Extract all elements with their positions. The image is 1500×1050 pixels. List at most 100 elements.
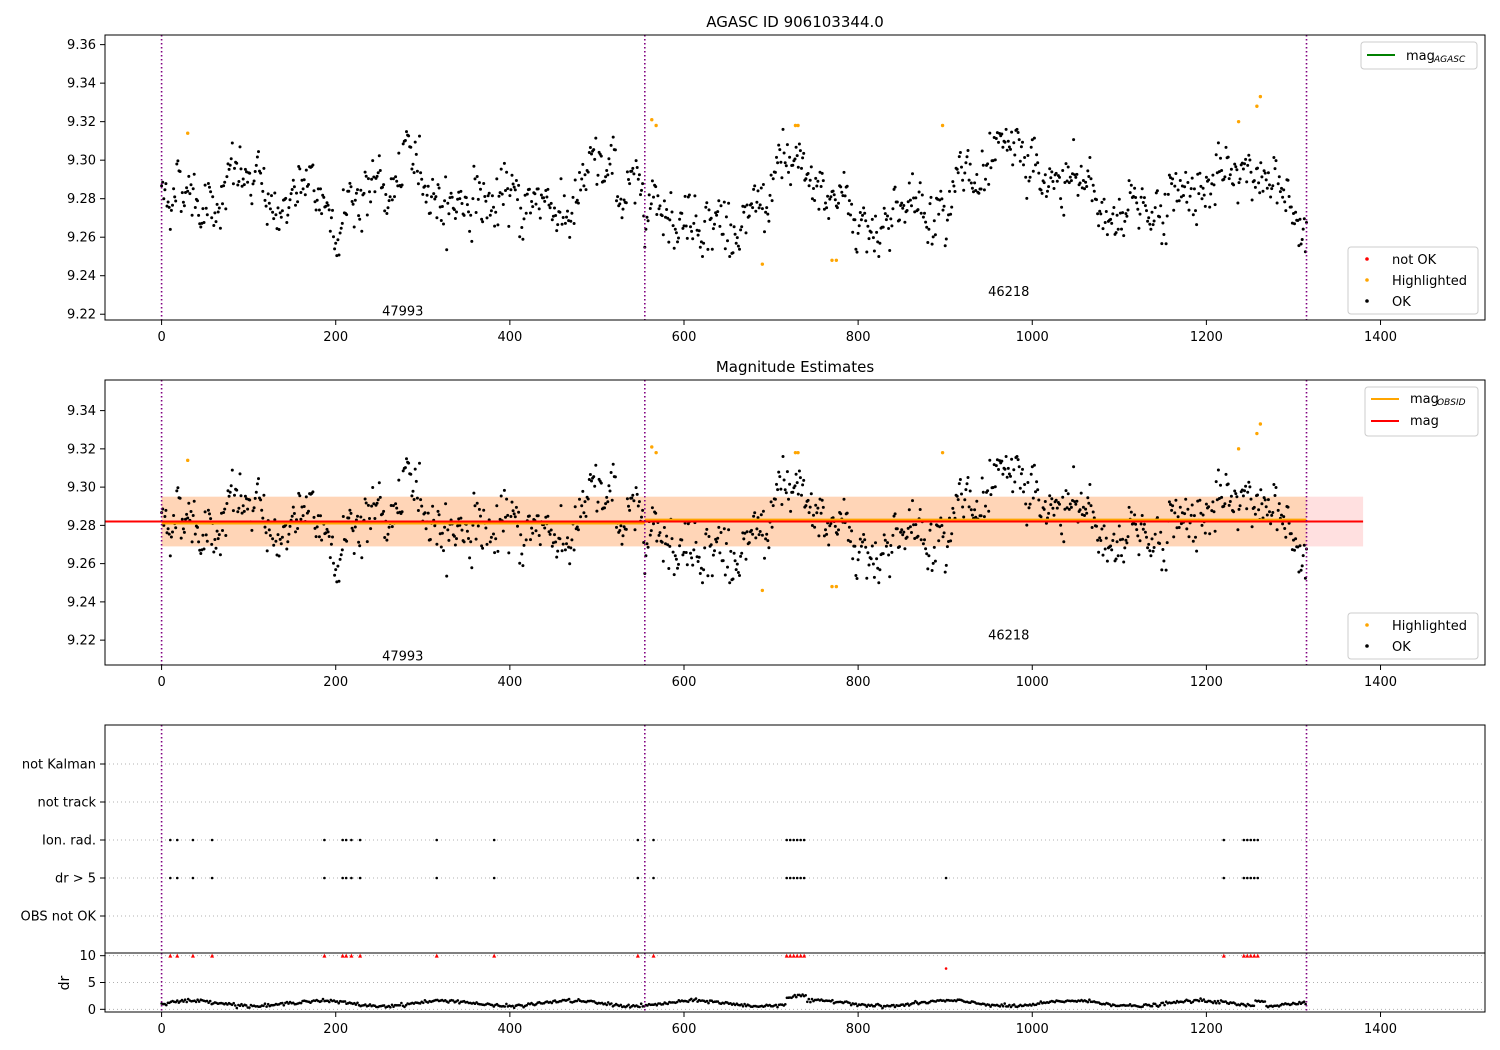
ok-point (931, 235, 935, 239)
highlighted-point (186, 131, 190, 135)
dr-point (512, 1006, 516, 1010)
ok-point (394, 502, 398, 506)
ok-point (440, 205, 444, 208)
ok-point (1060, 532, 1064, 536)
ok-point (815, 184, 819, 188)
dr-point (810, 997, 814, 1001)
ok-point (713, 222, 716, 226)
ok-point (1262, 169, 1266, 173)
dr-point (784, 1003, 787, 1006)
ok-point (964, 488, 968, 492)
ok-point (924, 220, 928, 224)
ok-point (1111, 539, 1115, 542)
ok-point (690, 556, 694, 560)
ok-point (226, 489, 230, 493)
ok-point (520, 226, 524, 229)
ok-point (169, 208, 173, 212)
dr-point (240, 1002, 243, 1006)
ok-point (1102, 197, 1106, 201)
ok-point (1260, 175, 1264, 179)
ok-point (1259, 488, 1263, 492)
dr-point (799, 994, 803, 998)
ok-point (467, 537, 470, 540)
ok-point (1204, 175, 1208, 179)
ok-point (619, 197, 623, 201)
ok-point (822, 207, 826, 211)
ok-point (1164, 568, 1168, 572)
ok-point (884, 544, 888, 548)
ok-point (1066, 165, 1070, 169)
ok-point (543, 526, 547, 530)
ok-point (889, 217, 893, 221)
ok-point (386, 532, 390, 536)
ok-point (802, 478, 806, 482)
ok-point (665, 208, 669, 211)
ok-point (337, 579, 341, 583)
ok-point (250, 202, 254, 206)
ok-point (319, 187, 322, 191)
ok-point (620, 216, 624, 220)
ok-point (290, 514, 294, 518)
ok-point (202, 547, 206, 551)
ok-point (608, 162, 612, 166)
ok-point (171, 203, 174, 207)
flag-point (191, 876, 195, 880)
flag-point (802, 838, 806, 842)
ok-point (693, 194, 697, 198)
flag-point (795, 876, 799, 880)
ok-point (1048, 494, 1052, 498)
ok-point (1223, 502, 1227, 506)
ok-point (204, 206, 208, 210)
ok-point (447, 212, 451, 216)
highlighted-point (793, 123, 798, 128)
dr-clipped-marker (1252, 953, 1257, 958)
ok-point (259, 171, 263, 175)
ok-point (921, 215, 925, 219)
ok-point (926, 567, 930, 571)
ok-point (870, 217, 874, 221)
x-tick-label: 600 (672, 330, 697, 345)
x-tick-label: 0 (157, 1022, 165, 1037)
ok-point (199, 225, 203, 229)
ok-point (1127, 179, 1131, 183)
ok-point (1100, 200, 1104, 204)
ok-point (1264, 505, 1268, 509)
ok-point (759, 513, 763, 517)
y-tick-label: 9.34 (67, 77, 96, 92)
panel2-frame (104, 379, 1486, 666)
ok-point (621, 207, 625, 211)
ok-point (313, 200, 317, 204)
ok-point (632, 172, 636, 176)
ok-point (649, 202, 653, 206)
ok-point (1098, 536, 1102, 540)
ok-point (1046, 189, 1049, 193)
ok-point (565, 215, 568, 219)
ok-point (677, 236, 680, 240)
ok-point (426, 511, 430, 515)
ok-point (1026, 481, 1030, 484)
obsid-label: 46218 (988, 628, 1029, 643)
ok-point (939, 189, 943, 193)
ok-point (1001, 472, 1005, 476)
highlighted-point (654, 450, 658, 455)
ok-point (1090, 199, 1094, 203)
ok-point (285, 547, 289, 551)
ok-point (672, 246, 676, 250)
ok-point (228, 163, 232, 167)
ok-point (373, 190, 377, 194)
ok-point (1016, 458, 1020, 462)
ok-point (338, 557, 342, 561)
ok-point (1028, 175, 1032, 179)
ok-point (1024, 502, 1028, 506)
ok-point (898, 545, 901, 549)
ok-point (845, 184, 849, 188)
ok-point (1115, 213, 1119, 217)
ok-point (724, 542, 728, 545)
ok-point (1270, 513, 1274, 517)
ok-point (1282, 188, 1286, 192)
ok-point (261, 516, 265, 520)
ok-point (927, 554, 931, 558)
ok-point (1203, 531, 1207, 535)
ok-point (1116, 227, 1120, 231)
ok-point (1043, 500, 1047, 503)
